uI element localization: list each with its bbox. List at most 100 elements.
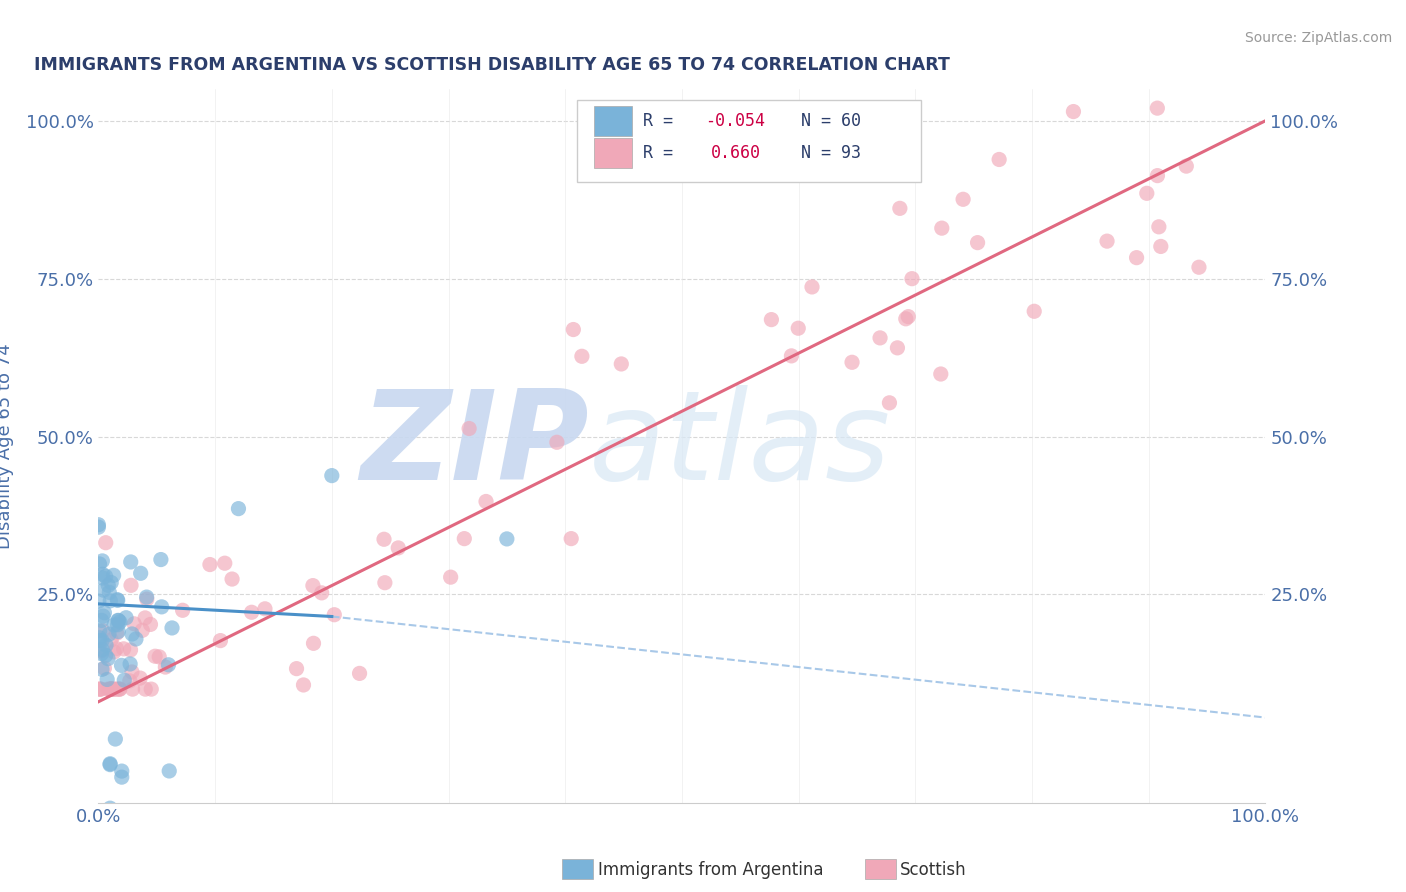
Point (214, 556, 236, 570)
Text: Source: ZipAtlas.com: Source: ZipAtlas.com (1244, 31, 1392, 45)
Point (321, 468, 343, 483)
Point (1125, 251, 1147, 265)
Point (104, 731, 127, 746)
Point (120, 643, 142, 657)
Point (323, 607, 346, 622)
Point (931, 221, 953, 235)
Point (966, 235, 988, 250)
Point (157, 764, 180, 778)
Point (292, 678, 315, 692)
Point (1188, 260, 1211, 275)
Point (87, 594, 110, 608)
Point (311, 586, 333, 600)
Point (100, 682, 122, 697)
Point (89, 633, 111, 648)
Point (94, 535, 117, 549)
Point (253, 602, 276, 616)
Point (134, 611, 156, 625)
Point (952, 192, 974, 206)
Point (198, 558, 221, 572)
Bar (595, 137, 631, 168)
Point (91, 662, 114, 676)
Point (107, 617, 129, 632)
Point (100, 632, 122, 647)
Point (302, 636, 325, 650)
Point (91, 567, 114, 582)
Point (89, 624, 111, 638)
Point (129, 671, 152, 685)
Point (374, 575, 396, 590)
Point (93, 661, 115, 675)
Point (120, 555, 142, 569)
Point (122, 616, 145, 631)
Point (157, 657, 180, 672)
Text: ZIP: ZIP (360, 385, 589, 507)
Point (97, 682, 120, 697)
Point (240, 605, 263, 619)
Bar (595, 105, 631, 136)
Point (209, 633, 232, 648)
Point (841, 355, 863, 369)
Point (91, 554, 114, 568)
Text: atlas: atlas (589, 385, 890, 507)
Point (104, 682, 127, 697)
Point (94, 638, 117, 652)
Point (1150, 239, 1173, 253)
Point (285, 662, 308, 676)
Point (150, 599, 173, 614)
Point (100, 682, 122, 697)
Point (139, 617, 162, 632)
Point (901, 271, 924, 285)
Text: Immigrants from Argentina: Immigrants from Argentina (598, 861, 823, 879)
Point (98, 594, 121, 608)
Point (562, 322, 585, 336)
Point (879, 396, 901, 410)
Point (89, 557, 111, 571)
Point (121, 665, 143, 679)
Point (100, 682, 122, 697)
Point (112, 641, 135, 656)
Point (105, 641, 128, 656)
Point (103, 682, 125, 697)
Text: R =: R = (644, 112, 683, 129)
Point (475, 494, 498, 508)
Point (112, 673, 135, 688)
Point (801, 280, 824, 294)
Point (108, 682, 131, 697)
Point (98, 627, 121, 641)
Point (96, 673, 118, 687)
Point (134, 682, 156, 697)
Point (1147, 219, 1170, 234)
Point (89, 682, 111, 697)
Point (610, 357, 633, 371)
Point (91, 624, 114, 638)
Point (89, 631, 111, 645)
Point (107, 682, 129, 697)
Point (894, 311, 917, 326)
Text: R =: R = (644, 144, 693, 161)
Point (93, 606, 115, 620)
Point (780, 349, 803, 363)
Point (105, 626, 128, 640)
Point (228, 501, 250, 516)
Point (98, 585, 121, 599)
Text: Scottish: Scottish (900, 861, 966, 879)
Point (91, 571, 114, 585)
Point (103, 618, 125, 632)
Point (869, 331, 891, 345)
Point (108, 682, 131, 697)
Point (302, 579, 325, 593)
Point (886, 341, 908, 355)
Point (98, 682, 121, 697)
Point (103, 568, 125, 582)
Point (87, 520, 110, 534)
Point (91, 609, 114, 624)
Point (155, 660, 177, 674)
Point (160, 621, 183, 635)
Point (91, 633, 114, 648)
Point (560, 532, 582, 546)
Point (1146, 101, 1168, 115)
Point (100, 575, 122, 590)
Point (349, 666, 371, 681)
Point (129, 566, 152, 581)
